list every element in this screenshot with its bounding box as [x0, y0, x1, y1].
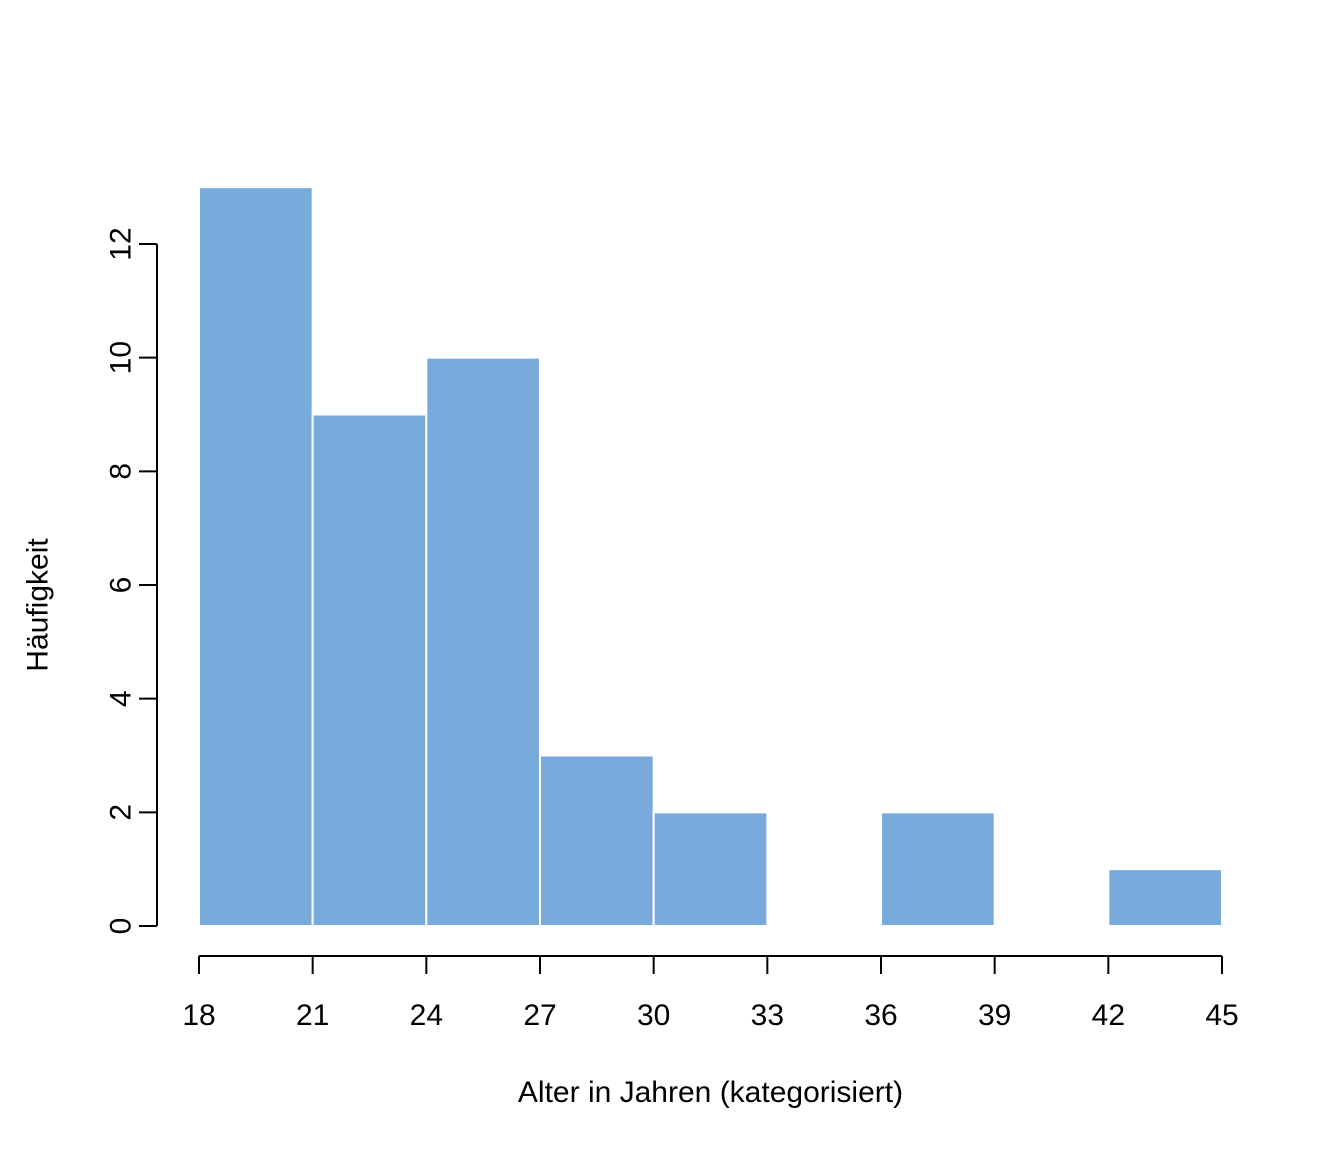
x-tick-label: 42	[1092, 999, 1125, 1032]
y-tick-label: 8	[105, 463, 138, 480]
bars-group	[198, 186, 1224, 928]
histogram-bar-36-39	[880, 811, 996, 927]
x-tick-label: 39	[978, 999, 1011, 1032]
x-tick-label: 27	[523, 999, 556, 1032]
y-tick-label: 12	[105, 227, 138, 260]
histogram-bar-30-33	[652, 811, 769, 927]
y-tick-label: 10	[105, 341, 138, 374]
x-tick-label: 30	[637, 999, 670, 1032]
x-tick-label: 36	[864, 999, 897, 1032]
histogram-bar-24-27	[425, 356, 542, 927]
x-axis-title: Alter in Jahren (kategorisiert)	[518, 1076, 903, 1109]
histogram-bar-21-24	[311, 413, 428, 927]
x-tick-label: 21	[296, 999, 329, 1032]
x-tick-label: 33	[751, 999, 784, 1032]
y-axis-title: Häufigkeit	[22, 538, 55, 672]
y-tick-label: 6	[105, 577, 138, 594]
y-tick-label: 2	[105, 804, 138, 821]
histogram-bar-42-45	[1107, 868, 1224, 928]
x-tick-label: 18	[182, 999, 215, 1032]
y-tick-label: 4	[105, 690, 138, 707]
histogram-bar-18-21	[198, 186, 314, 927]
x-tick-label: 24	[410, 999, 443, 1032]
x-tick-label: 45	[1205, 999, 1238, 1032]
y-tick-label: 0	[105, 918, 138, 935]
y-axis: 0 2 4 6 8 10 12	[105, 227, 158, 934]
histogram-bar-27-30	[539, 754, 655, 927]
x-axis: 18 21 24 27 30 33 36 39 42 45	[182, 955, 1239, 1032]
